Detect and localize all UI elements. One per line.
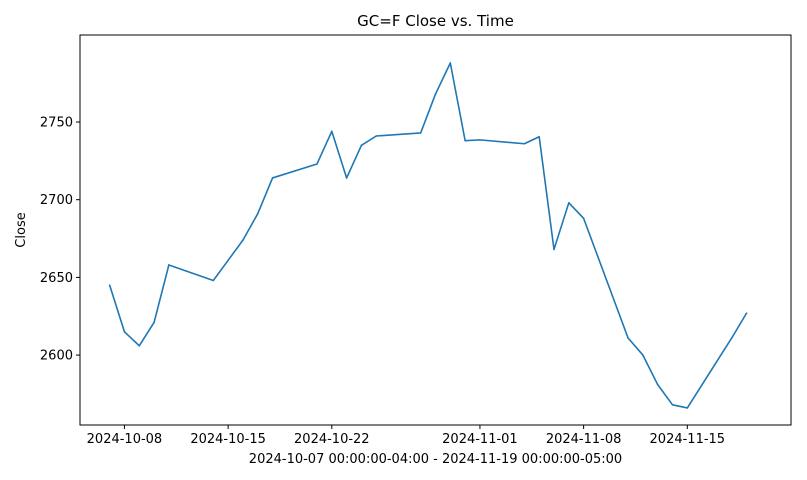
y-axis: 2600 2650 2700 2750: [40, 116, 80, 364]
data-point: [686, 407, 689, 409]
data-point: [434, 93, 437, 95]
data-point: [464, 139, 466, 142]
x-tick-label: 2024-10-15: [190, 432, 266, 447]
data-point: [242, 239, 244, 241]
data-point: [582, 217, 585, 220]
data-point: [331, 130, 333, 133]
data-point: [479, 139, 481, 141]
plot-frame: [79, 34, 792, 426]
x-tick-label: 2024-10-08: [87, 432, 163, 447]
data-point: [671, 404, 674, 406]
data-point: [212, 279, 215, 282]
data-point: [316, 163, 318, 165]
data-point: [553, 248, 555, 251]
data-point: [656, 383, 659, 386]
data-point: [523, 142, 526, 145]
series-line-0: [108, 62, 748, 409]
x-tick-label: 2024-11-15: [650, 432, 726, 447]
data-point: [627, 337, 629, 339]
chart-title: GC=F Close vs. Time: [357, 12, 514, 30]
data-point: [419, 132, 422, 134]
data-point: [642, 354, 644, 356]
data-point: [153, 321, 155, 324]
x-axis-label: 2024-10-07 00:00:00-04:00 - 2024-11-19 0…: [249, 452, 622, 467]
data-point: [108, 284, 111, 286]
data-point: [345, 177, 348, 179]
data-point: [256, 212, 259, 215]
y-tick-label: 2650: [40, 271, 73, 286]
data-point: [123, 330, 126, 333]
data-point: [168, 264, 170, 266]
data-point: [360, 144, 363, 147]
y-axis-label: Close: [14, 212, 29, 247]
data-point: [375, 135, 378, 137]
x-tick-label: 2024-10-22: [294, 432, 370, 447]
y-tick-label: 2700: [40, 193, 73, 208]
y-tick-label: 2600: [40, 349, 73, 364]
x-tick-label: 2024-11-01: [442, 432, 518, 447]
x-axis: 2024-10-08 2024-10-15 2024-10-22 2024-11-01…: [87, 425, 725, 447]
data-point: [138, 344, 141, 347]
data-point: [568, 202, 570, 204]
data-point: [745, 312, 748, 314]
data-point: [271, 177, 274, 179]
data-point: [730, 337, 733, 339]
data-point: [538, 135, 540, 138]
plot-area: [108, 62, 748, 409]
data-point: [449, 62, 452, 64]
x-tick-label: 2024-11-08: [546, 432, 622, 447]
y-tick-label: 2750: [40, 116, 73, 131]
data-point: [227, 259, 229, 262]
